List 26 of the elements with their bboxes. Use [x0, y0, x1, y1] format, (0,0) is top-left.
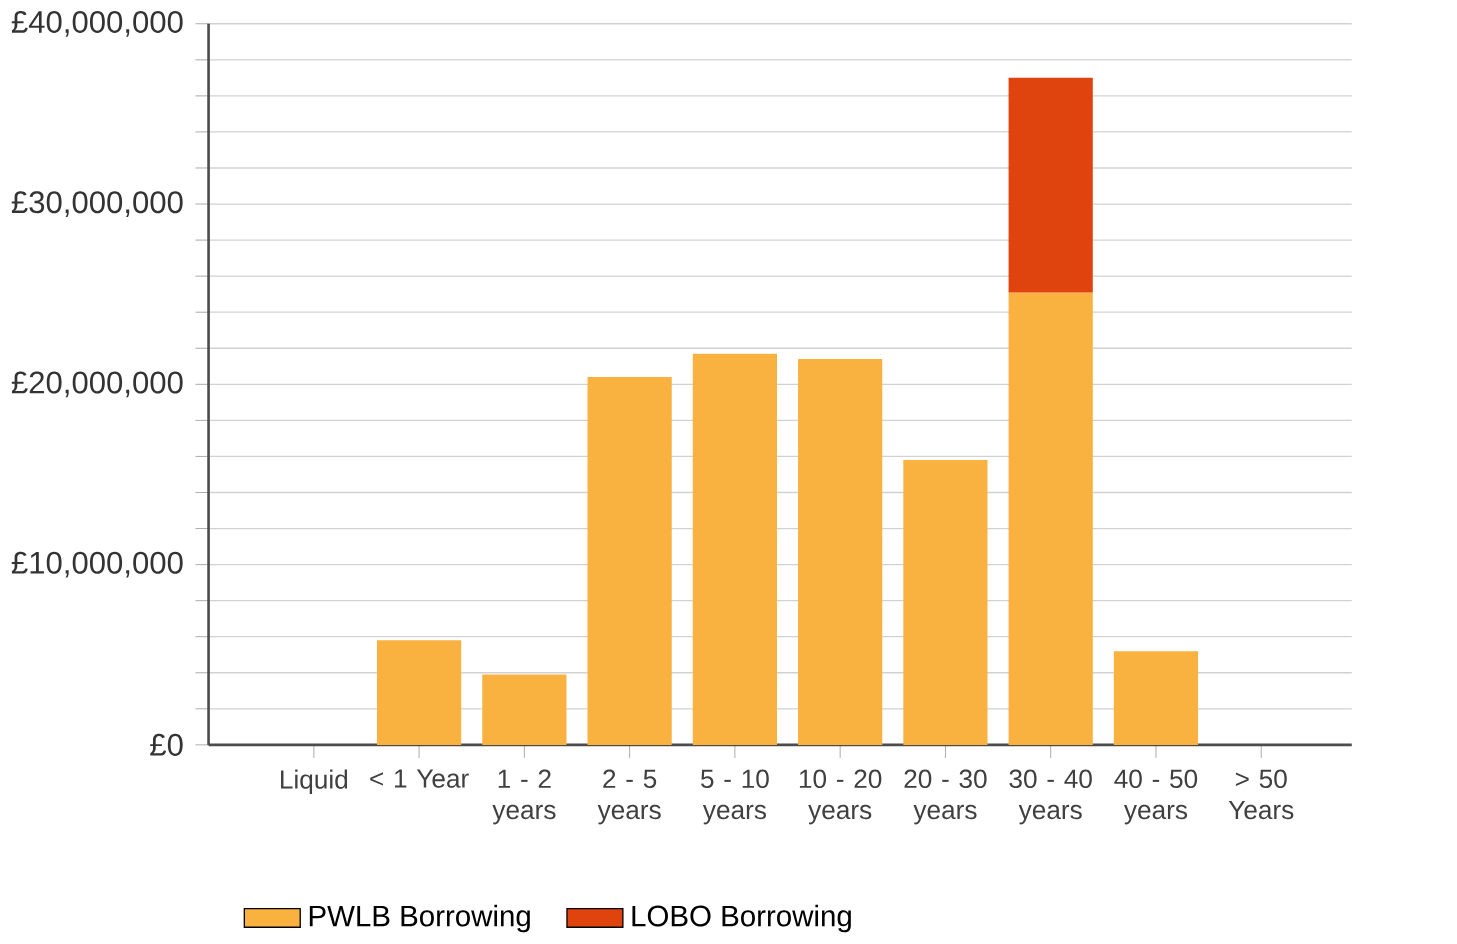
x-tick-label: 20 - 30 years	[904, 769, 987, 825]
bar	[377, 640, 462, 745]
x-tick-label: 10 - 20 years	[799, 769, 882, 825]
y-tick-label: £10,000,000	[11, 551, 183, 578]
y-tick-label: £40,000,000	[11, 10, 183, 37]
bar	[1113, 651, 1199, 745]
bar	[903, 459, 988, 745]
x-tick-label: Liquid	[281, 769, 348, 794]
y-tick-label: £20,000,000	[11, 371, 183, 398]
bar	[692, 353, 777, 745]
x-tick-label: < 1 Year	[370, 769, 469, 788]
x-tick-label: 30 - 40 years	[1009, 769, 1092, 825]
x-tick-label: 40 - 50 years	[1114, 769, 1198, 825]
bar	[1008, 77, 1093, 293]
legend-label: LOBO Borrowing	[632, 904, 851, 933]
bar	[587, 377, 672, 745]
legend-label: PWLB Borrowing	[309, 904, 530, 933]
x-tick-label: 1 - 2 years	[492, 769, 556, 825]
bar	[1008, 292, 1093, 745]
x-tick-label: > 50 Years	[1228, 769, 1294, 820]
x-tick-label: 2 - 5 years	[597, 769, 661, 825]
y-tick-label: £0	[150, 733, 183, 756]
bar	[482, 674, 567, 745]
x-tick-label: 5 - 10 years	[700, 769, 769, 825]
bar	[798, 359, 883, 745]
y-tick-label: £30,000,000	[11, 191, 183, 217]
